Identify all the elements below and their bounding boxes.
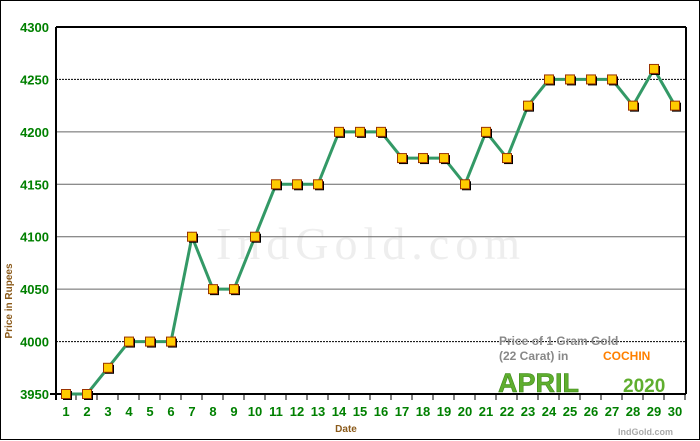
- x-tick-label: 26: [584, 404, 598, 419]
- legend-month: APRIL: [498, 368, 579, 398]
- data-point: [523, 100, 533, 111]
- y-tick-label: 4250: [20, 72, 49, 87]
- data-point: [481, 126, 491, 137]
- x-tick-label: 20: [458, 404, 472, 419]
- x-tick-label: 9: [230, 404, 237, 419]
- y-tick-label: 4050: [20, 282, 49, 297]
- y-tick-label: 4300: [20, 20, 49, 35]
- y-tick-label: 4200: [20, 125, 49, 140]
- data-point: [565, 74, 575, 85]
- legend-box: Price of 1 Gram Gold (22 Carat) in COCHI…: [498, 334, 666, 398]
- data-point: [607, 74, 617, 85]
- y-tick-label: 4100: [20, 230, 49, 245]
- data-point: [544, 74, 554, 85]
- data-point: [61, 389, 71, 399]
- x-tick-label: 15: [353, 404, 367, 419]
- x-tick-label: 8: [209, 404, 216, 419]
- data-point: [145, 336, 155, 347]
- data-point: [187, 231, 197, 242]
- data-point: [649, 63, 659, 74]
- y-tick-label: 4000: [20, 335, 49, 350]
- x-tick-label: 22: [500, 404, 514, 419]
- x-axis-label: Date: [335, 424, 357, 435]
- x-tick-label: 27: [605, 404, 619, 419]
- x-tick-label: 14: [332, 404, 347, 419]
- data-point: [208, 284, 218, 295]
- x-tick-label: 13: [311, 404, 325, 419]
- x-tick-label: 16: [374, 404, 388, 419]
- data-point: [418, 153, 428, 164]
- x-tick-label: 19: [437, 404, 451, 419]
- data-point: [124, 336, 134, 347]
- data-point: [586, 74, 596, 85]
- x-tick-label: 25: [563, 404, 577, 419]
- x-tick-label: 5: [146, 404, 153, 419]
- credit-text: IndGold.com: [618, 427, 673, 437]
- data-point: [166, 336, 176, 347]
- data-point: [628, 100, 638, 111]
- x-tick-label: 11: [269, 404, 283, 419]
- x-tick-label: 1: [62, 404, 69, 419]
- data-point: [250, 231, 260, 242]
- y-tick-label: 3950: [20, 387, 49, 402]
- x-tick-label: 18: [416, 404, 430, 419]
- legend-year: 2020: [623, 376, 665, 397]
- data-point: [292, 179, 302, 190]
- x-tick-label: 3: [104, 404, 111, 419]
- x-tick-label: 21: [479, 404, 493, 419]
- data-point: [229, 284, 239, 295]
- y-axis-label: Price in Rupees: [4, 263, 15, 338]
- legend-line1: Price of 1 Gram Gold: [499, 334, 618, 348]
- y-tick-label: 4150: [20, 177, 49, 192]
- x-tick-label: 7: [188, 404, 195, 419]
- x-tick-label: 17: [395, 404, 409, 419]
- data-point: [334, 126, 344, 137]
- x-tick-label: 29: [647, 404, 661, 419]
- data-point: [460, 179, 470, 190]
- data-point: [397, 153, 407, 164]
- x-tick-label: 12: [290, 404, 304, 419]
- x-tick-label: 6: [167, 404, 174, 419]
- data-point: [355, 126, 365, 137]
- data-point: [103, 362, 113, 373]
- watermark: IndGold.com: [216, 218, 526, 269]
- data-point: [670, 100, 680, 111]
- data-point: [502, 153, 512, 164]
- data-point: [439, 153, 449, 164]
- x-tick-label: 24: [542, 404, 557, 419]
- data-point: [271, 179, 281, 190]
- x-tick-label: 4: [125, 404, 133, 419]
- legend-line2-prefix: (22 Carat) in: [499, 349, 568, 363]
- x-tick-label: 23: [521, 404, 535, 419]
- data-point: [82, 389, 92, 399]
- data-point: [376, 126, 386, 137]
- x-tick-label: 2: [83, 404, 90, 419]
- x-tick-label: 28: [626, 404, 640, 419]
- legend-city: COCHIN: [603, 349, 650, 363]
- x-tick-label: 10: [248, 404, 262, 419]
- x-tick-label: 30: [668, 404, 682, 419]
- data-point: [313, 179, 323, 190]
